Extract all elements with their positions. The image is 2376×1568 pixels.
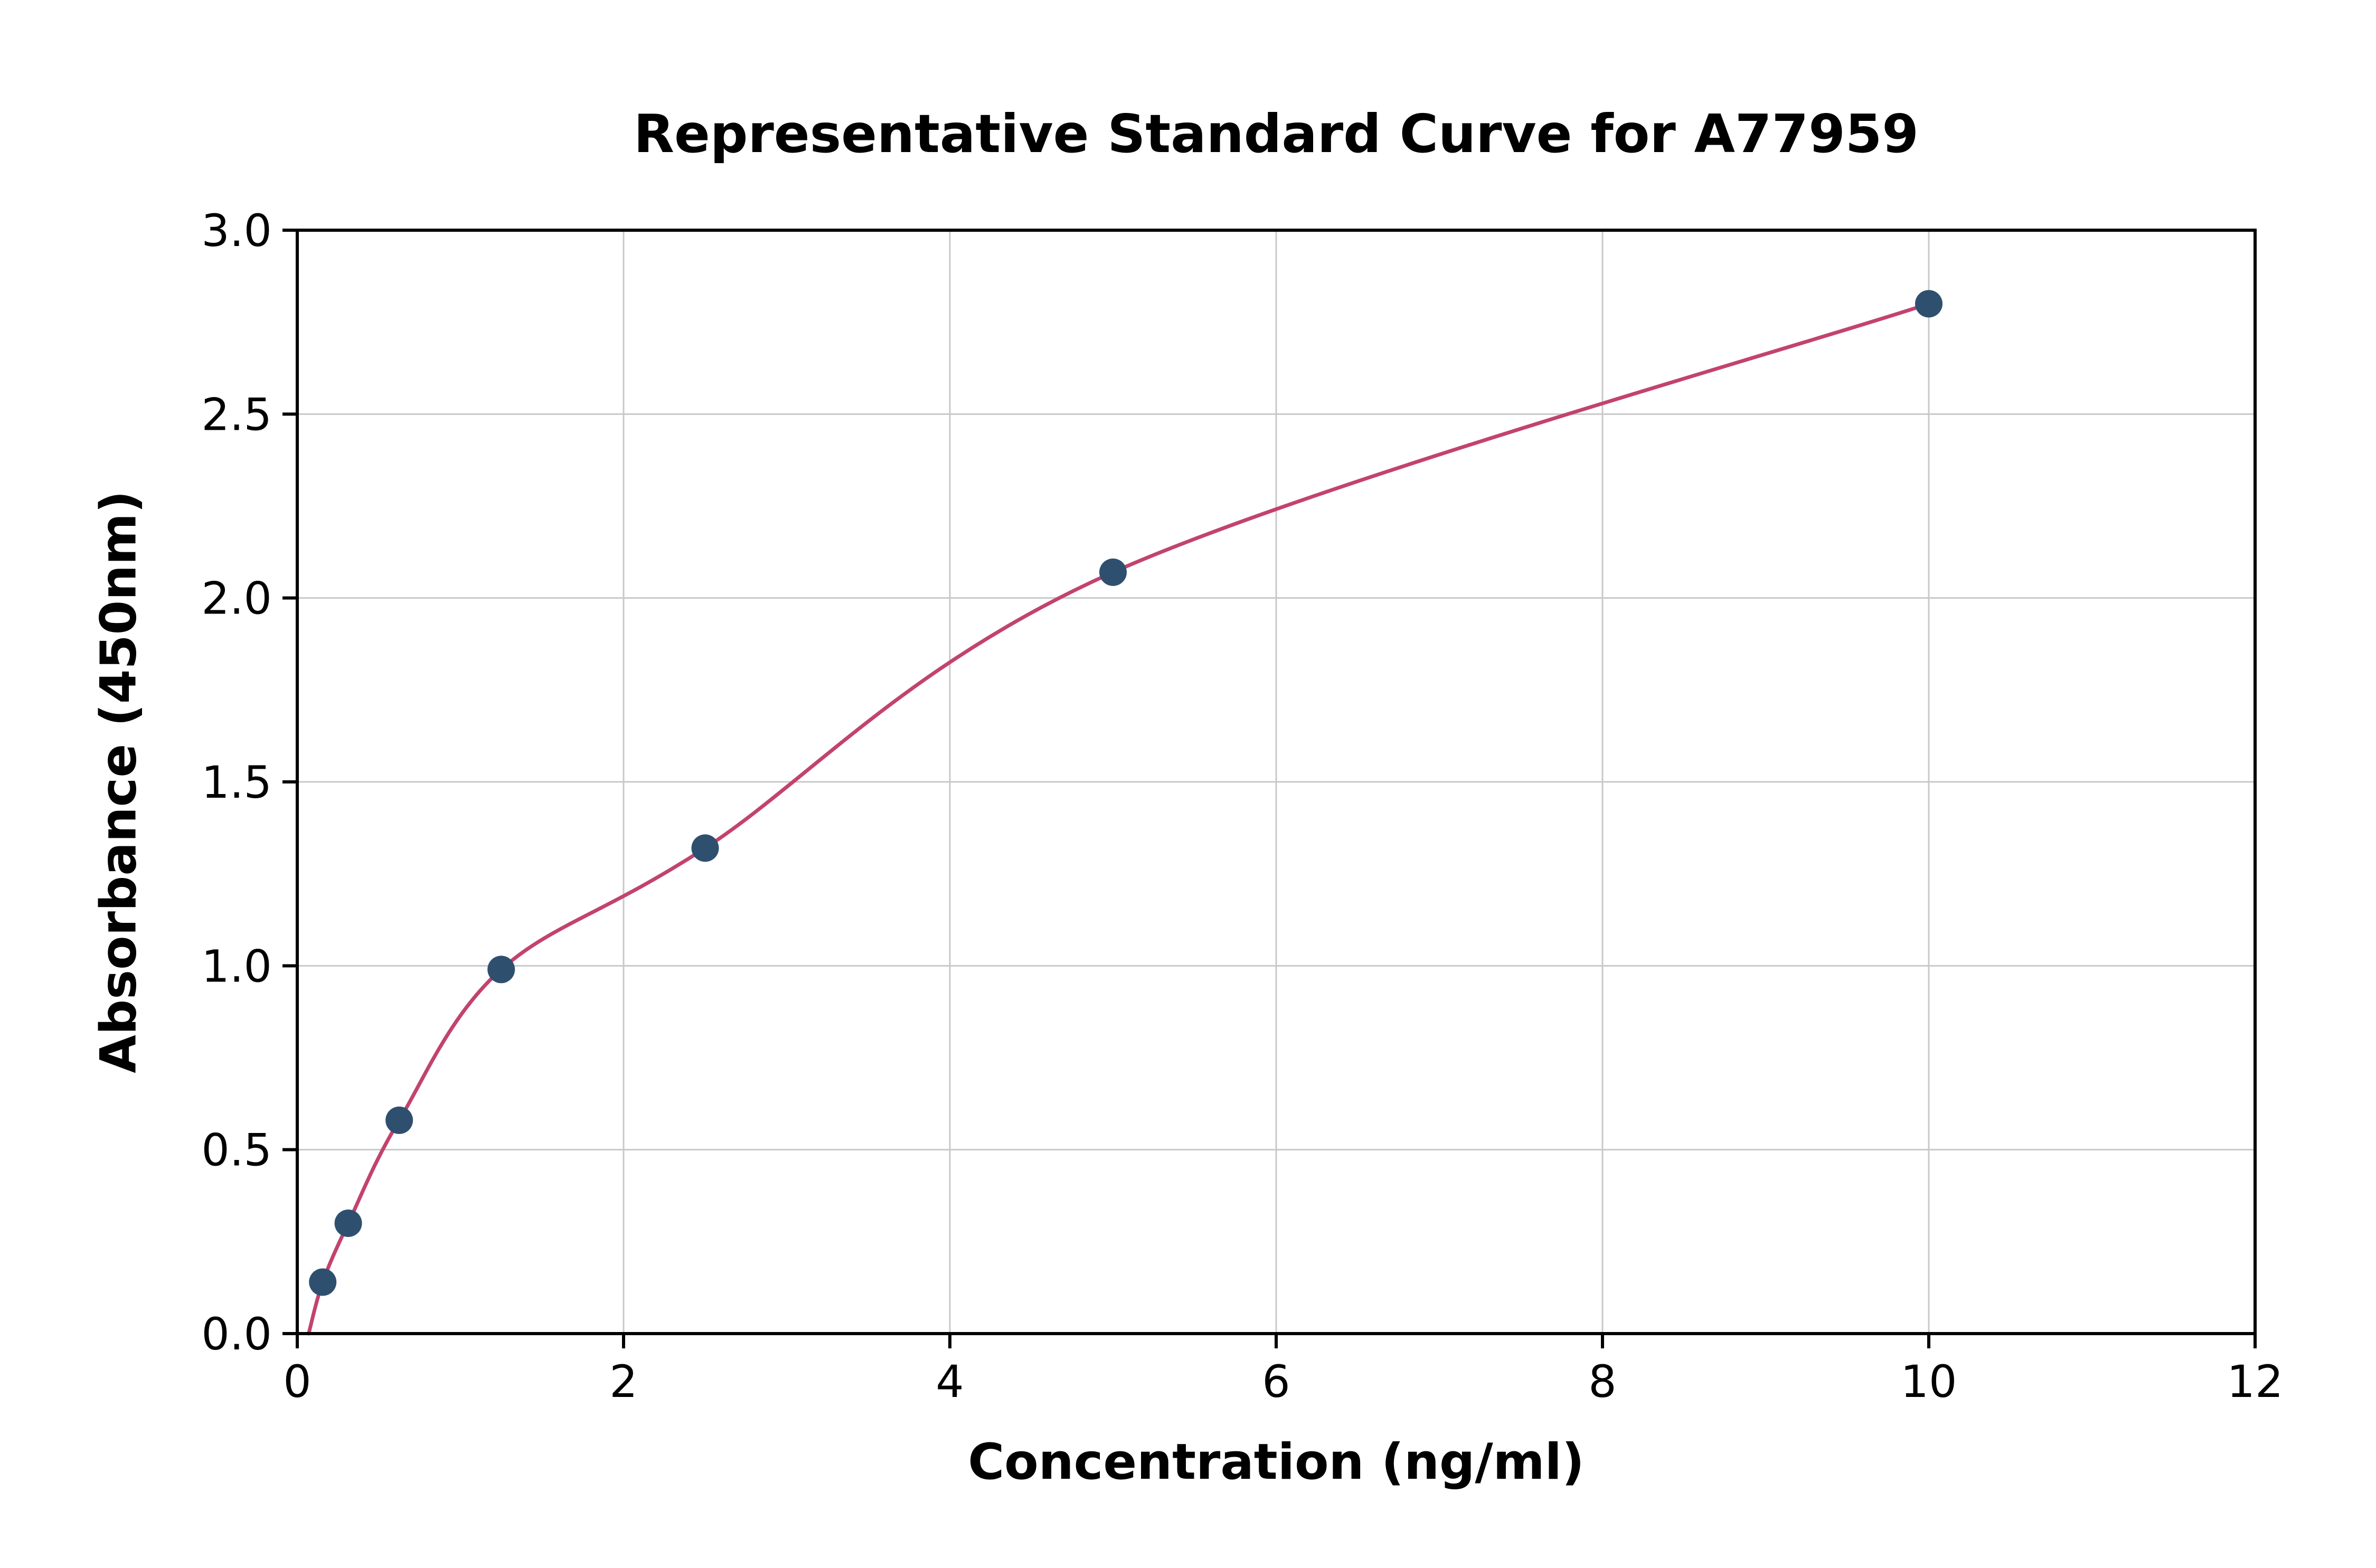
data-point — [334, 1210, 362, 1237]
y-tick-label: 0.5 — [201, 1125, 272, 1176]
data-point — [691, 834, 719, 862]
x-tick-label: 4 — [936, 1356, 964, 1408]
x-tick-label: 12 — [2227, 1356, 2284, 1408]
x-axis-label: Concentration (ng/ml) — [968, 1433, 1585, 1491]
x-tick-label: 0 — [283, 1356, 311, 1408]
y-tick-label: 1.0 — [201, 940, 272, 992]
y-tick-label: 0.0 — [201, 1308, 272, 1360]
y-tick-label: 3.0 — [201, 205, 272, 257]
x-tick-label: 6 — [1262, 1356, 1290, 1408]
x-tick-label: 10 — [1901, 1356, 1957, 1408]
data-point — [1915, 290, 1943, 318]
data-point — [487, 956, 515, 984]
data-point — [1099, 558, 1127, 586]
y-tick-label: 2.5 — [201, 389, 272, 440]
fit-curve — [307, 301, 1931, 1336]
x-tick-label: 2 — [609, 1356, 637, 1408]
y-tick-label: 1.5 — [201, 757, 272, 808]
chart-title: Representative Standard Curve for A77959 — [634, 103, 1919, 165]
x-tick-label: 8 — [1588, 1356, 1616, 1408]
y-tick-label: 2.0 — [201, 573, 272, 625]
data-point — [385, 1106, 413, 1134]
data-point — [309, 1268, 337, 1296]
